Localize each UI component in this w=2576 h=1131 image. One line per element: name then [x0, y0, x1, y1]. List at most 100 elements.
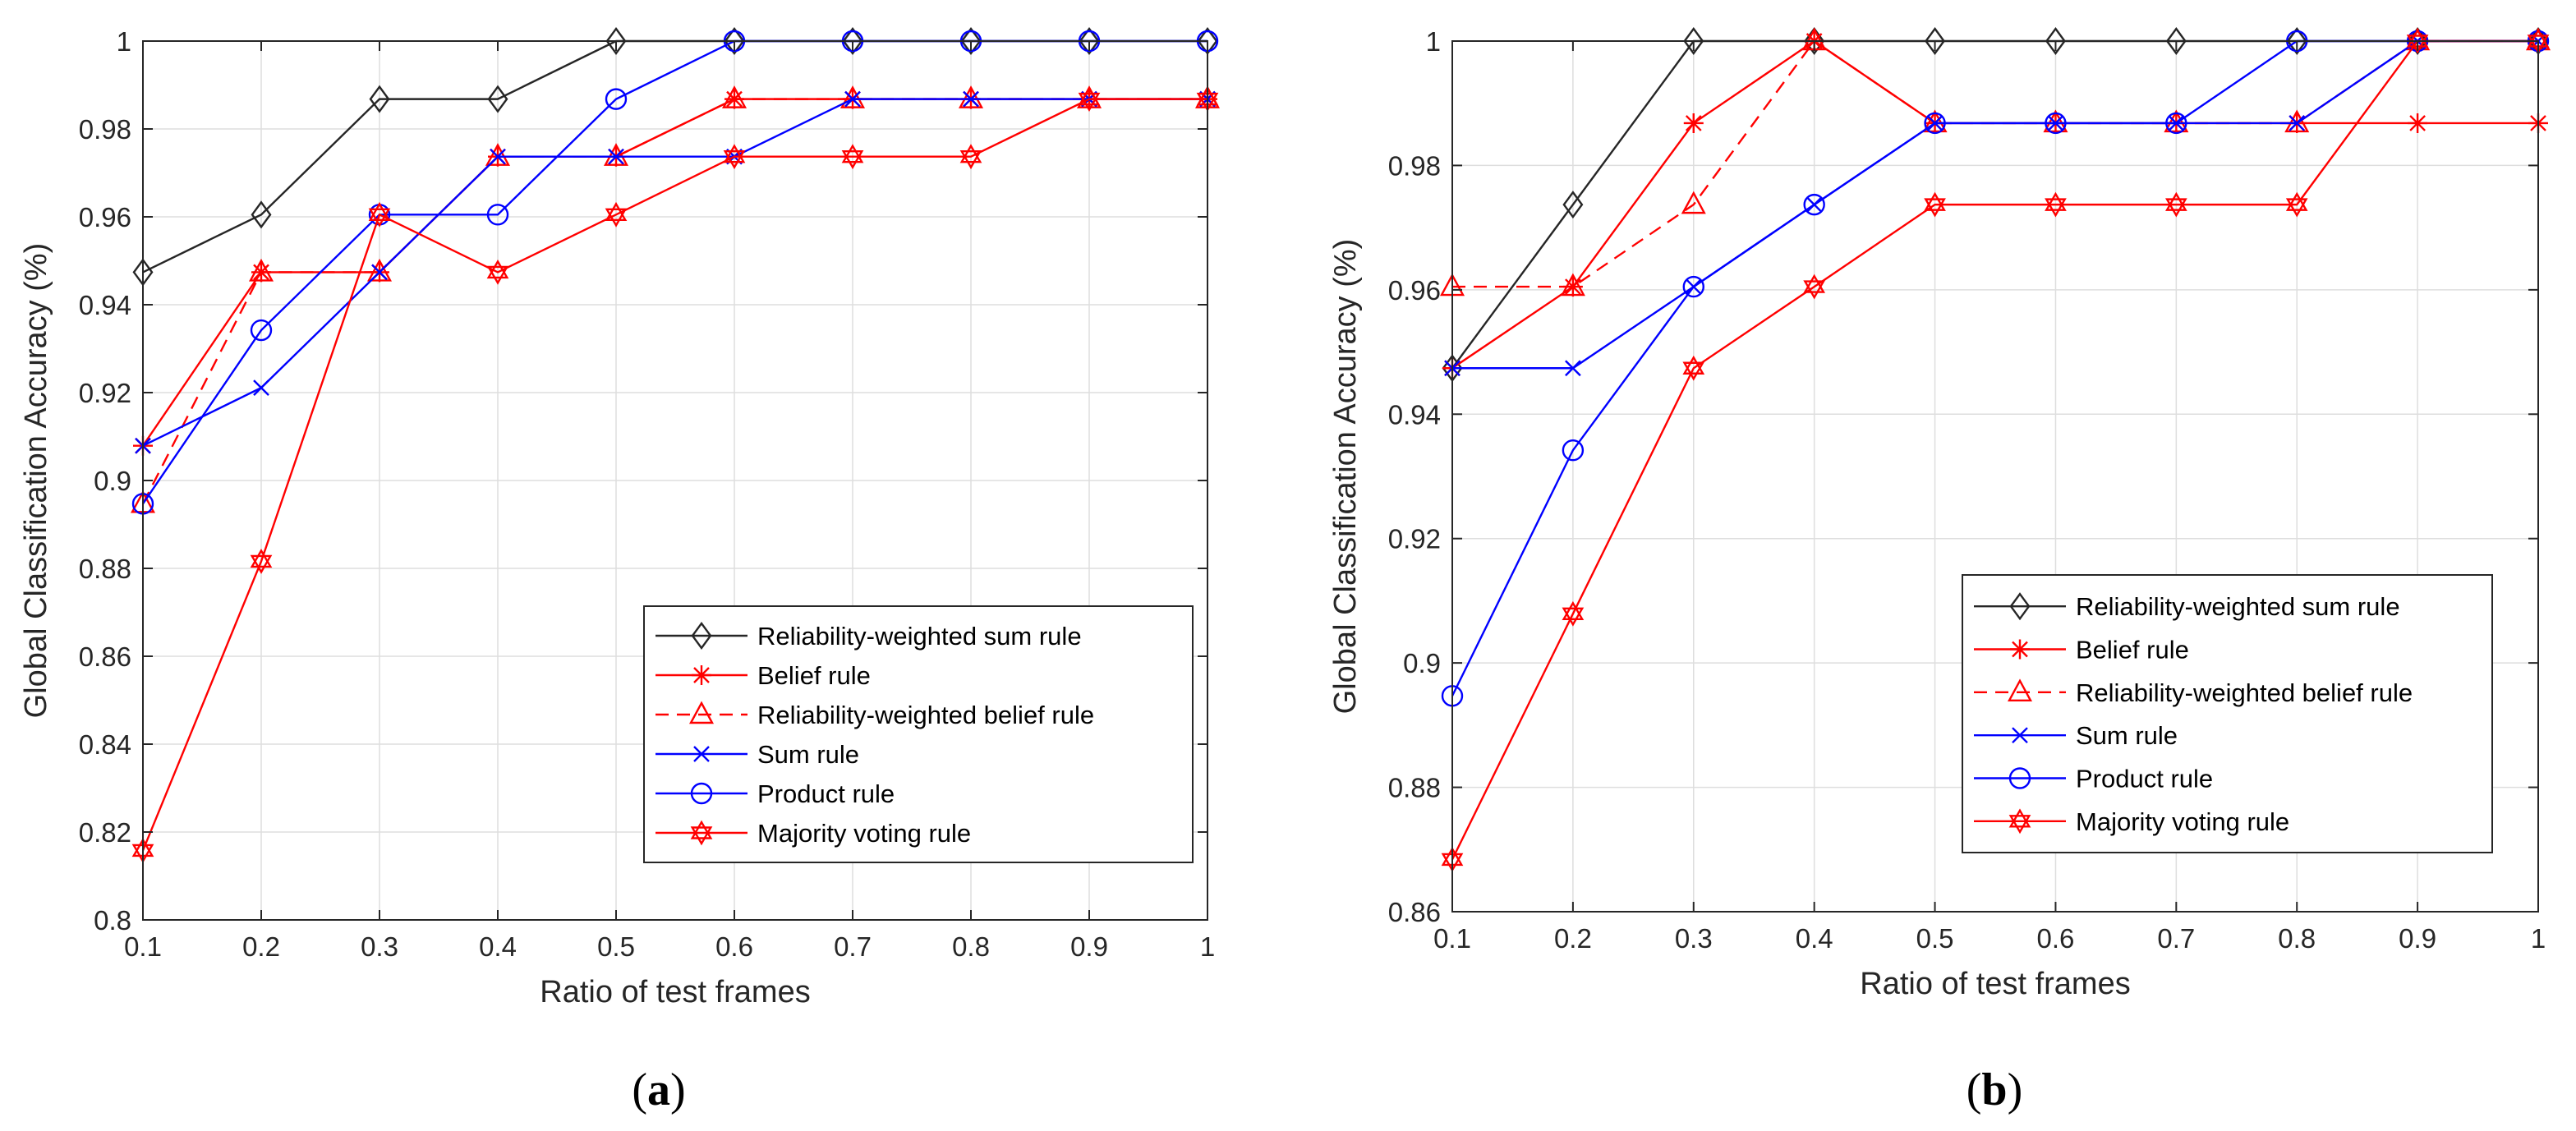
data-point [723, 144, 746, 170]
legend-item: Product rule [1974, 765, 2213, 793]
legend-label: Reliability-weighted belief rule [2076, 678, 2413, 707]
data-point [2284, 109, 2310, 133]
data-point [959, 144, 982, 170]
legend-label: Sum rule [757, 740, 859, 769]
data-point [2043, 109, 2068, 133]
legend-box [643, 605, 1194, 863]
data-point [605, 88, 628, 110]
x-tick-label: 0.5 [1916, 923, 1954, 954]
data-point [721, 85, 748, 108]
data-point [1681, 191, 1706, 214]
y-tick-label: 0.8 [94, 905, 131, 936]
data-point [1803, 193, 1825, 216]
legend-label: Belief rule [2076, 636, 2189, 664]
data-point [2045, 191, 2067, 218]
data-point [371, 264, 388, 281]
data-point [368, 201, 391, 228]
y-tick-label: 0.94 [1388, 399, 1441, 430]
y-tick-label: 0.98 [79, 114, 131, 145]
y-axis-label: Global Classification Accuracy (%) [19, 243, 53, 719]
data-point [842, 26, 863, 56]
data-point [2164, 191, 2187, 218]
series-line [1451, 39, 2538, 860]
legend-marker [2009, 592, 2031, 621]
x-tick-label: 0.3 [1675, 923, 1713, 954]
legend-label: Reliability-weighted sum rule [2076, 592, 2400, 621]
y-tick-label: 0.84 [79, 729, 131, 760]
data-point [1804, 26, 1825, 56]
legend-box [1962, 574, 2493, 853]
x-tick-label: 0.5 [597, 931, 635, 962]
legend-marker [2008, 767, 2031, 789]
x-axis-label: Ratio of test frames [540, 975, 810, 1009]
y-tick-label: 0.9 [94, 466, 131, 496]
x-tick-label: 0.8 [2278, 923, 2316, 954]
x-tick-label: 0.7 [834, 931, 872, 962]
x-tick-label: 0.8 [952, 931, 990, 962]
legend-item: Belief rule [1974, 636, 2189, 664]
data-point [1925, 26, 1946, 56]
data-point [1562, 277, 1583, 297]
data-point [486, 260, 509, 285]
data-point [1924, 191, 1946, 218]
data-point [1803, 274, 1826, 300]
legend-item: Reliability-weighted sum rule [1974, 592, 2400, 621]
series-majority-voting-rule [1441, 28, 2550, 872]
y-tick-label: 0.88 [1388, 773, 1441, 803]
data-point [958, 85, 984, 108]
data-point [1924, 112, 1946, 135]
x-tick-label: 0.6 [715, 931, 753, 962]
data-point [485, 143, 511, 166]
y-tick-label: 1 [117, 26, 131, 57]
legend-item: Majority voting rule [1974, 807, 2289, 836]
y-axis-label: Global Classification Accuracy (%) [1328, 239, 1363, 715]
legend-item: Product rule [656, 779, 895, 808]
data-point [2165, 112, 2187, 135]
x-tick-label: 0.1 [1433, 923, 1471, 954]
y-tick-label: 0.92 [1388, 524, 1441, 554]
y-tick-label: 0.88 [79, 554, 131, 584]
x-tick-label: 1 [1200, 931, 1215, 962]
x-tick-label: 0.6 [2037, 923, 2075, 954]
y-tick-label: 0.9 [1403, 648, 1441, 678]
data-point [603, 143, 629, 166]
x-tick-label: 0.2 [1554, 923, 1592, 954]
data-point [486, 204, 509, 226]
legend-marker [690, 820, 713, 846]
data-point [1562, 191, 1584, 219]
data-point [1683, 113, 1704, 133]
y-tick-label: 0.92 [79, 378, 131, 408]
data-point [1078, 86, 1101, 113]
chart-panel-b: 0.1 0.2 0.3 0.4 0.5 0.6 0.7 0.8 0.9 1 0.86 0.88 0.9 0… [1328, 26, 2551, 1001]
y-tick-label: 1 [1426, 26, 1441, 57]
data-point [2164, 109, 2189, 133]
x-tick-label: 0.7 [2157, 923, 2195, 954]
data-point [1682, 355, 1705, 381]
legend-label: Belief rule [757, 661, 871, 690]
legend-label: Product rule [757, 779, 895, 808]
y-tick-label: 0.94 [79, 290, 131, 320]
data-point [960, 26, 982, 56]
legend-marker [2012, 727, 2028, 744]
legend-label: Majority voting rule [2076, 807, 2289, 836]
data-point [1562, 600, 1585, 627]
y-tick-label: 0.96 [1388, 275, 1441, 306]
legend-marker [2010, 639, 2030, 660]
legend: Reliability-weighted sum rule Belief rule… [643, 605, 1194, 863]
data-point [250, 319, 273, 342]
data-point [487, 85, 508, 113]
legend-marker [692, 665, 711, 685]
legend-item: Majority voting rule [656, 819, 971, 848]
data-point [963, 90, 979, 108]
x-tick-label: 0.2 [242, 931, 280, 962]
data-point [841, 144, 864, 170]
legend: Reliability-weighted sum rule Belief rule… [1962, 574, 2493, 853]
legend-marker [691, 621, 712, 651]
y-tick-label: 0.98 [1388, 150, 1441, 181]
series-line [142, 98, 1208, 447]
legend-item: Reliability-weighted sum rule [656, 621, 1082, 651]
data-point [2045, 112, 2067, 135]
data-point [1922, 109, 1948, 133]
data-point [608, 148, 624, 165]
